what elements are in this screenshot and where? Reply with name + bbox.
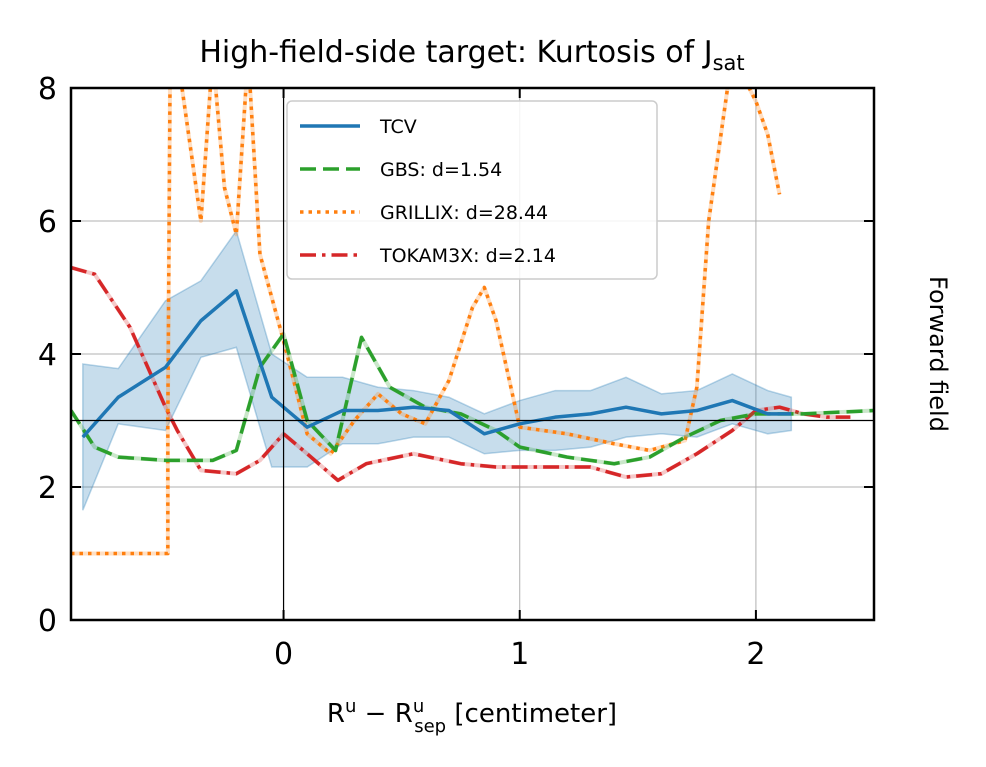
chart-title-subscript: sat <box>713 51 745 75</box>
chart-title: High-field-side target: Kurtosis of Jsat <box>199 35 744 75</box>
side-label-forward-field: Forward field <box>924 276 952 432</box>
axis-ticks: 0 1 2 0 2 4 6 8 <box>38 72 874 672</box>
legend-label: TCV <box>379 116 417 138</box>
x-axis-label: Ru − Ru sep [centimeter] <box>327 696 617 737</box>
y-tick-label: 6 <box>38 205 57 240</box>
y-tick-label: 0 <box>38 604 57 639</box>
series-line-1 <box>71 332 874 466</box>
y-tick-label: 8 <box>38 72 57 107</box>
legend-label: TOKAM3X: d=2.14 <box>379 245 556 267</box>
x-tick-label: 1 <box>510 637 529 672</box>
series-line-0 <box>81 289 792 439</box>
series-line-3 <box>71 265 851 483</box>
series-line-2 <box>71 88 782 556</box>
legend-box <box>286 100 658 280</box>
series-lines <box>71 88 874 556</box>
tcv-uncertainty-band <box>82 229 793 511</box>
legend-label: GBS: d=1.54 <box>380 159 502 181</box>
legend: TCV GBS: d=1.54 GRILLIX: d=28.44 TOKAM3X: d… <box>286 100 658 280</box>
y-tick-label: 2 <box>38 471 57 506</box>
tcv-band-area <box>82 229 793 511</box>
x-tick-label: 2 <box>746 637 765 672</box>
x-tick-label: 0 <box>274 637 293 672</box>
legend-label: GRILLIX: d=28.44 <box>380 202 548 224</box>
y-tick-label: 4 <box>38 338 57 373</box>
reference-lines <box>71 88 874 620</box>
